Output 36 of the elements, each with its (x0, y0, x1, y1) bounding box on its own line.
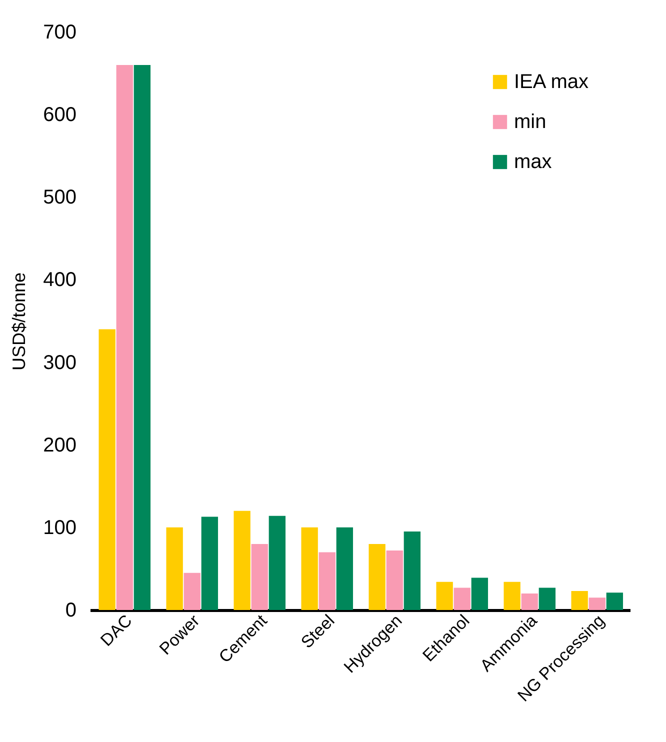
bar (336, 527, 354, 610)
bar (454, 588, 470, 610)
bar (116, 65, 133, 610)
y-tick-label: 500 (43, 186, 76, 209)
bar (538, 588, 556, 610)
y-tick-label: 200 (43, 434, 76, 456)
bar (98, 329, 116, 610)
bar (251, 544, 268, 610)
bar (436, 582, 453, 610)
y-axis-title: USD$/tonne (9, 272, 30, 371)
y-tick-label: 400 (43, 269, 76, 292)
y-tick-label: 0 (65, 600, 76, 622)
y-tick-label: 600 (43, 104, 76, 126)
bar (166, 527, 183, 610)
bar (201, 516, 218, 610)
y-tick-label: 700 (43, 22, 76, 44)
bar (386, 550, 403, 610)
bar (184, 572, 200, 610)
bar (404, 532, 421, 610)
bar (504, 582, 520, 610)
bar (606, 592, 624, 610)
legend-label: max (514, 151, 552, 173)
bar (521, 593, 538, 610)
legend-label: IEA max (514, 71, 588, 93)
bar (134, 65, 151, 610)
bar (471, 578, 488, 610)
bar (318, 552, 336, 610)
bar (368, 544, 386, 610)
y-tick-label: 100 (43, 516, 76, 539)
y-tick-label: 300 (43, 352, 76, 374)
bar (268, 516, 286, 610)
legend-label: min (514, 111, 546, 133)
bar (588, 598, 606, 610)
bar (234, 510, 250, 610)
bar (571, 591, 588, 610)
bar (301, 527, 318, 610)
